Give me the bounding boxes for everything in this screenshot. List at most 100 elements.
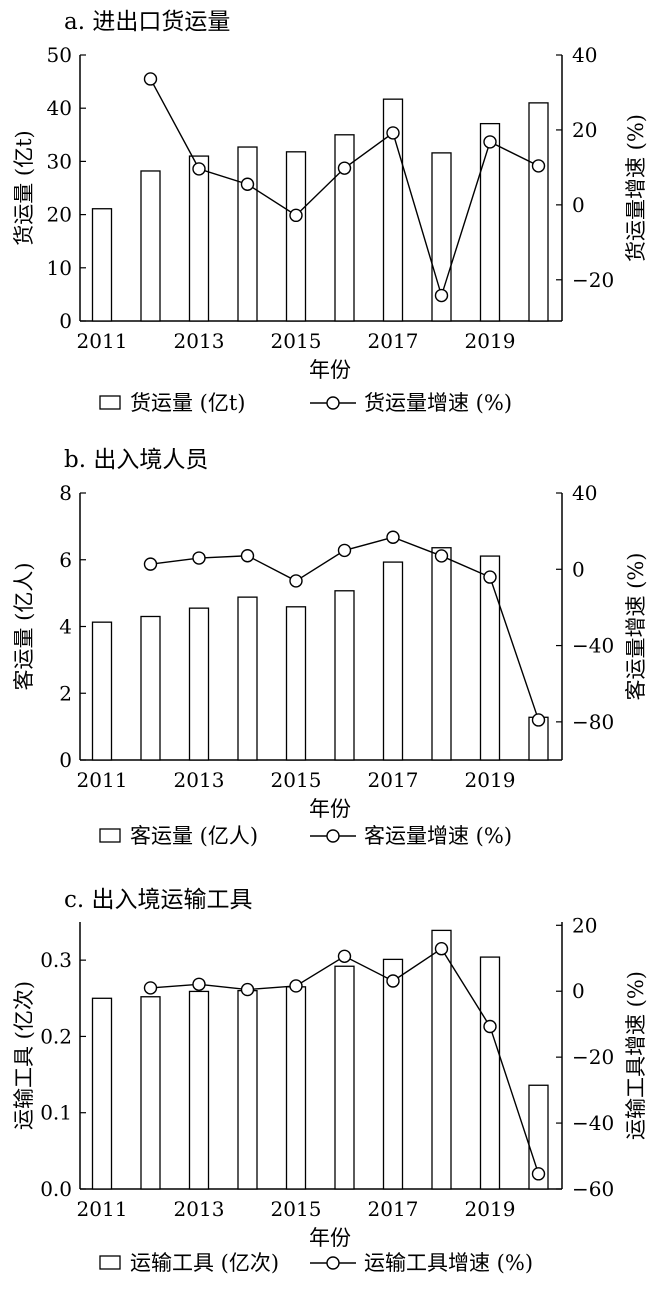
legend-line-label: 客运量增速 (%)	[364, 824, 512, 848]
left-tick-label: 0.0	[40, 1177, 72, 1201]
growth-point	[192, 162, 206, 176]
bar	[188, 155, 210, 322]
right-axis-title: 运输工具增速 (%)	[624, 971, 648, 1140]
bar	[188, 990, 210, 1190]
right-tick-label: 40	[572, 43, 597, 67]
growth-point	[143, 72, 158, 86]
left-tick-label: 6	[59, 548, 72, 572]
bar	[431, 547, 452, 761]
growth-point	[434, 549, 449, 563]
legend-bar-label: 客运量 (亿人)	[130, 824, 258, 848]
legend-line-label: 货运量增速 (%)	[364, 391, 512, 415]
legend-line-marker	[326, 396, 340, 410]
growth-point	[483, 135, 497, 149]
legend-bar-swatch	[99, 828, 121, 843]
bar	[382, 561, 404, 761]
x-axis-title: 年份	[309, 358, 351, 382]
growth-point	[337, 161, 352, 175]
legend-bar-swatch	[99, 1255, 121, 1270]
left-tick-label: 0	[59, 309, 72, 333]
bar	[334, 134, 355, 322]
growth-point	[143, 557, 158, 571]
bar	[334, 965, 355, 1190]
legend: 客运量 (亿人) 客运量增速 (%)	[99, 824, 512, 848]
bar	[91, 997, 113, 1190]
legend: 货运量 (亿t) 货运量增速 (%)	[99, 391, 512, 415]
left-tick-label: 40	[47, 96, 72, 120]
bar	[382, 98, 404, 322]
bar	[188, 607, 210, 761]
legend-line-marker	[326, 1256, 340, 1270]
x-tick-label: 2019	[465, 1197, 516, 1221]
vehicle-chart: 0.0 0.1 0.2 0.3 −60 −40 −20 0 20 2011 2013 2015 2017…	[12, 913, 648, 1275]
left-tick-label: 0.3	[40, 948, 72, 972]
bar	[285, 606, 307, 761]
cargo-chart: 0 10 20 30 40 50 −20 0 20 40 2011 2013 2015 2017 2019 年…	[12, 43, 648, 415]
x-tick-label: 2017	[368, 1197, 419, 1221]
x-tick-label: 2011	[77, 768, 128, 792]
growth-point	[143, 981, 158, 995]
bar	[479, 555, 501, 761]
growth-point	[192, 977, 206, 992]
x-tick-label: 2011	[77, 1197, 128, 1221]
right-tick-label: −80	[572, 710, 614, 734]
chart-panel-a: a. 进出口货运量 0 10 20 30 40 50 −20 0 20 40 2011 2013 201…	[0, 0, 650, 430]
left-tick-label: 0.2	[40, 1024, 72, 1048]
x-tick-label: 2015	[271, 1197, 322, 1221]
growth-point	[531, 1167, 546, 1181]
right-axis-title: 货运量增速 (%)	[624, 114, 648, 262]
growth-point	[483, 1019, 497, 1034]
growth-point	[289, 979, 303, 993]
legend-line-label: 运输工具增速 (%)	[364, 1251, 533, 1275]
right-tick-label: −20	[572, 268, 614, 292]
right-tick-label: 20	[572, 913, 597, 937]
growth-point	[192, 551, 206, 565]
x-axis-title: 年份	[309, 797, 351, 821]
legend-bar-label: 运输工具 (亿次)	[130, 1251, 279, 1275]
right-tick-label: 0	[572, 979, 585, 1003]
bar	[285, 151, 307, 322]
growth-point	[483, 570, 497, 584]
x-tick-label: 2017	[368, 329, 419, 353]
growth-point	[240, 982, 255, 997]
bar	[334, 590, 355, 761]
growth-point	[434, 941, 449, 956]
right-tick-label: 20	[572, 118, 597, 142]
x-tick-label: 2015	[271, 768, 322, 792]
growth-point	[386, 530, 400, 544]
growth-point	[289, 208, 303, 223]
right-tick-label: −60	[572, 1177, 614, 1201]
x-tick-label: 2013	[174, 1197, 225, 1221]
growth-point	[337, 543, 352, 558]
x-tick-label: 2011	[77, 329, 128, 353]
right-tick-label: 40	[572, 481, 597, 505]
x-tick-label: 2013	[174, 768, 225, 792]
growth-point	[289, 574, 303, 588]
right-axis-title: 客运量增速 (%)	[624, 552, 648, 700]
growth-point	[531, 713, 546, 727]
left-tick-label: 4	[59, 615, 72, 639]
chart-title: b. 出入境人员	[64, 447, 209, 473]
growth-point	[386, 126, 400, 140]
right-tick-label: 0	[572, 557, 585, 581]
bar	[140, 170, 161, 322]
chart-panel-c: c. 出入境运输工具 0.0 0.1 0.2 0.3 −60 −40 −20 0 20 2011 2…	[0, 878, 650, 1292]
x-axis-title: 年份	[309, 1226, 351, 1250]
x-tick-label: 2019	[465, 329, 516, 353]
right-tick-label: −20	[572, 1045, 614, 1069]
right-tick-label: 0	[572, 193, 585, 217]
legend-bar-swatch	[99, 395, 121, 410]
bar	[479, 122, 501, 322]
growth-point	[337, 949, 352, 963]
left-tick-label: 20	[47, 203, 72, 227]
bar	[528, 102, 549, 322]
bar	[382, 958, 404, 1190]
bar	[91, 208, 113, 322]
bar	[140, 996, 161, 1190]
left-tick-label: 50	[47, 43, 72, 67]
bar	[237, 990, 258, 1190]
x-tick-label: 2017	[368, 768, 419, 792]
left-tick-label: 0.1	[40, 1101, 72, 1125]
x-tick-label: 2013	[174, 329, 225, 353]
